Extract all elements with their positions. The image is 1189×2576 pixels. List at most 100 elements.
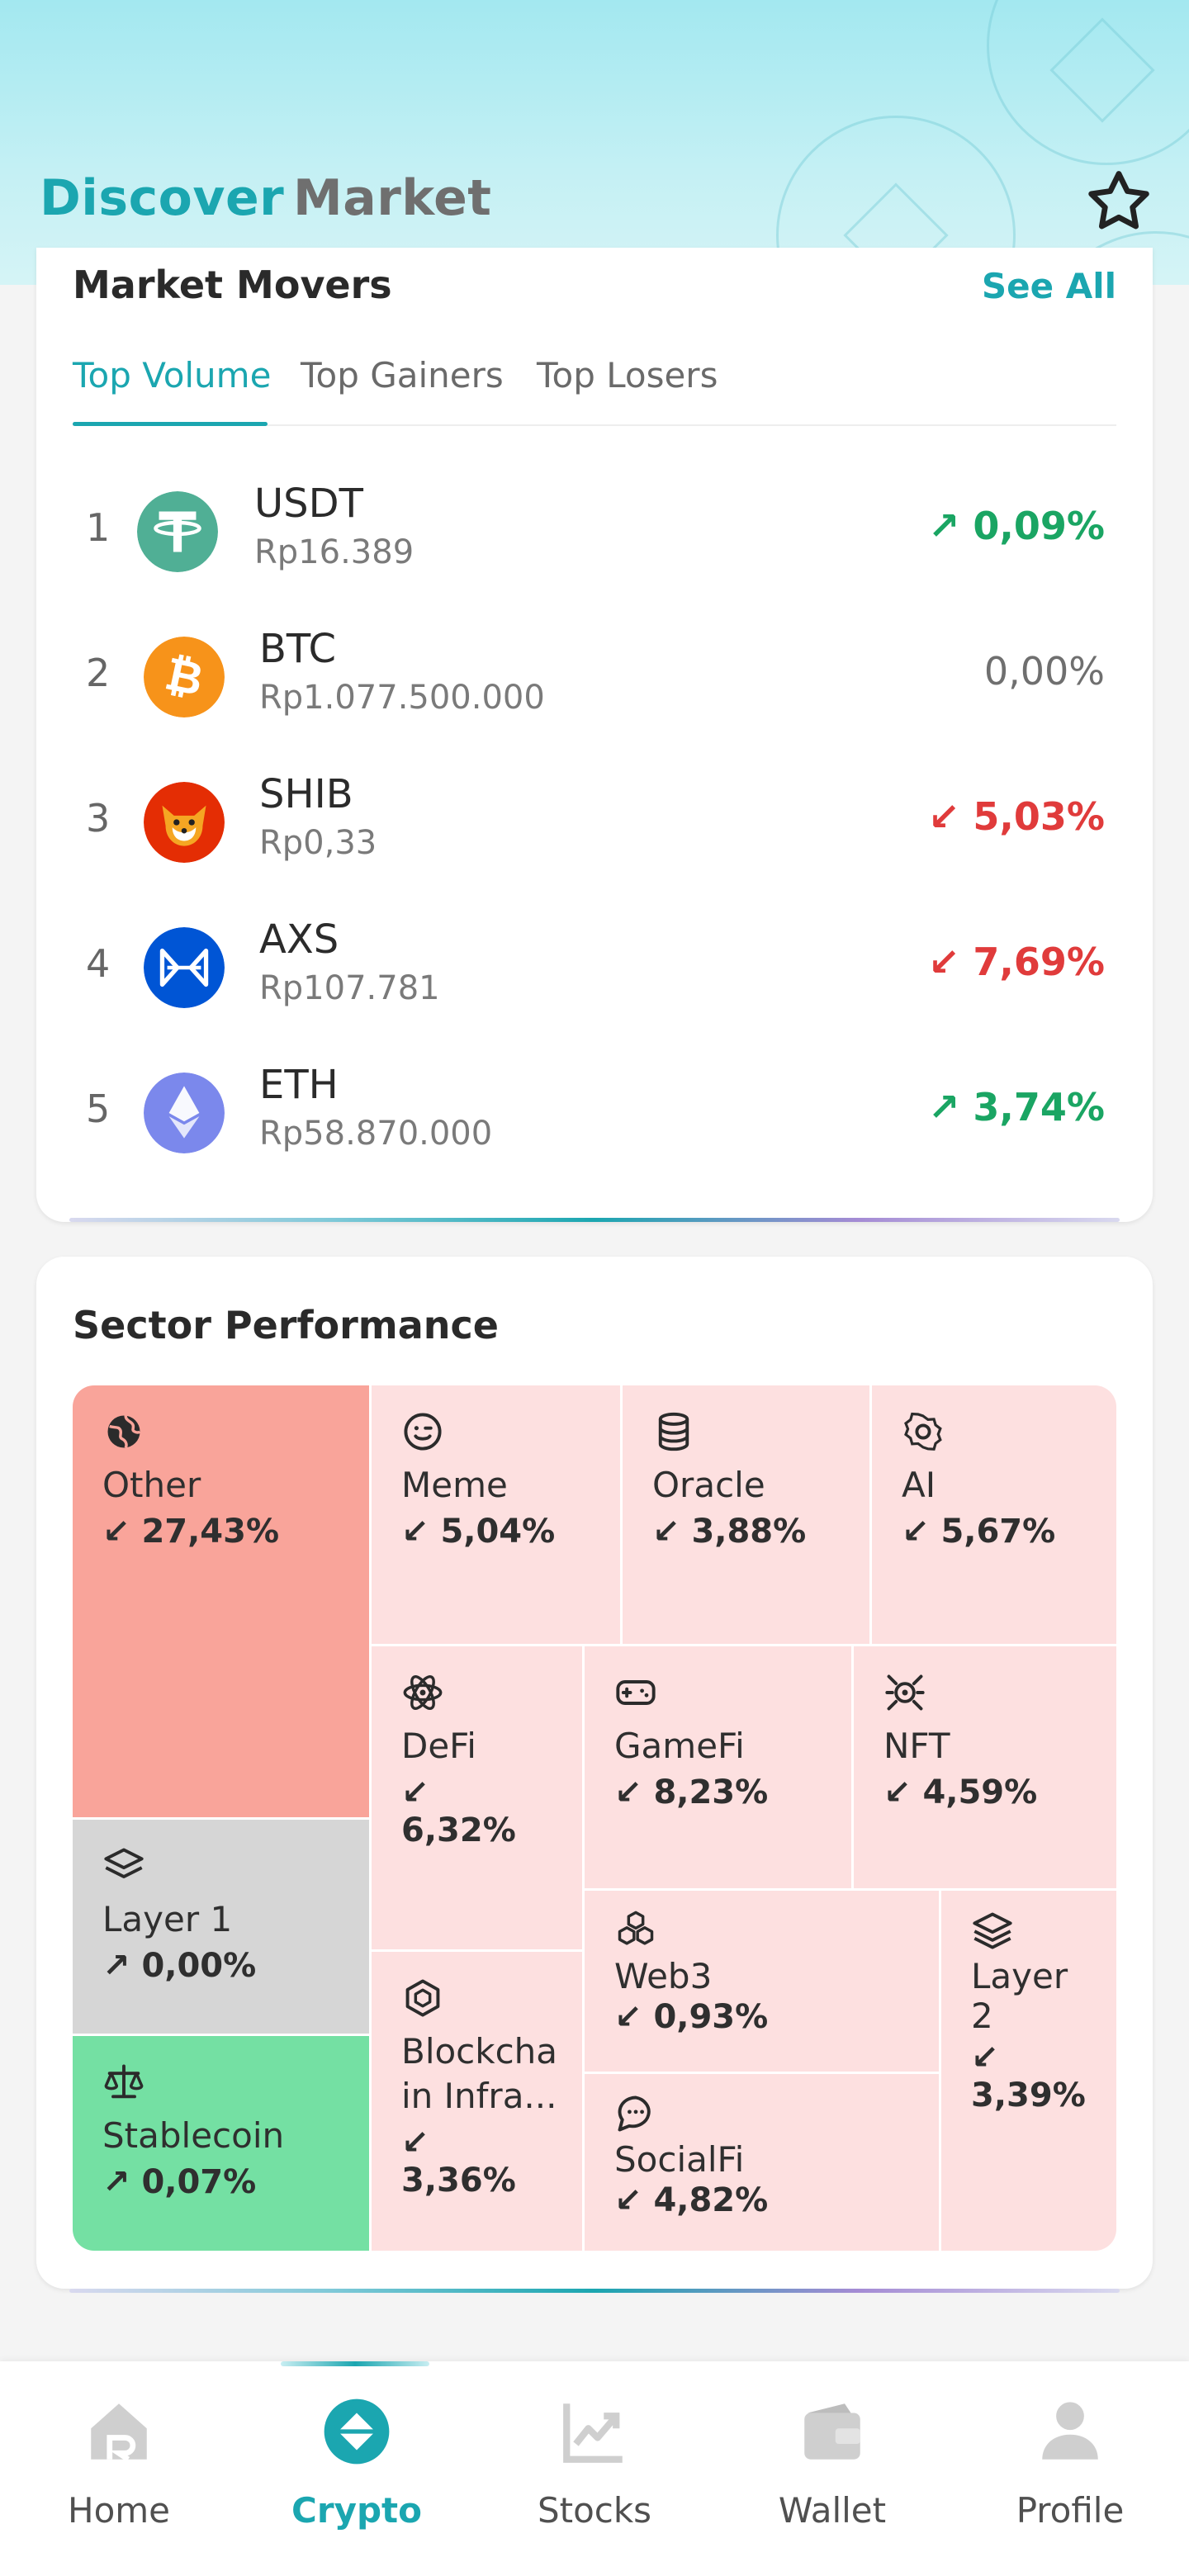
tab-market[interactable]: Market	[293, 169, 492, 227]
layers-icon	[973, 1912, 1012, 1949]
price-change: ↗ 0,09%	[927, 504, 1105, 548]
chat-icon	[618, 2095, 651, 2132]
sector-name: Stablecoin	[102, 2115, 285, 2156]
sector-change: ↗ 0,00%	[102, 1946, 257, 1985]
tab-top-losers[interactable]: Top Losers	[537, 355, 718, 395]
profile-icon	[1042, 2402, 1098, 2460]
rank-number: 2	[86, 651, 111, 695]
axs-icon	[144, 927, 225, 1008]
atom-icon	[403, 1675, 443, 1710]
sector-change: ↙ 8,23%	[614, 1773, 769, 1811]
sector-tile-layer-1[interactable]: Layer 1 ↗ 0,00%	[73, 1820, 372, 2036]
nav-item-home[interactable]: Home	[36, 2394, 201, 2531]
mover-row-axs[interactable]: 4 AXS Rp107.781 ↙ 7,69%	[36, 898, 1153, 1044]
sector-tile-meme[interactable]: Meme ↙ 5,04%	[372, 1385, 623, 1646]
bottom-navigation: Home Crypto Stocks Wallet Profile	[0, 2361, 1189, 2576]
rank-number: 3	[86, 796, 111, 841]
sector-tile-oracle[interactable]: Oracle ↙ 3,88%	[623, 1385, 872, 1646]
sector-tile-gamefi[interactable]: GameFi ↙ 8,23%	[585, 1646, 854, 1891]
sector-name: Web3	[614, 1956, 713, 1996]
sector-tile-nft[interactable]: NFT ↙ 4,59%	[854, 1646, 1116, 1891]
sector-name: Other	[102, 1465, 201, 1505]
tab-top-volume[interactable]: Top Volume	[73, 355, 272, 395]
sector-change: ↙ 6,32%	[401, 1773, 516, 1849]
coin-symbol: ETH	[259, 1062, 339, 1108]
coin-price: Rp0,33	[259, 824, 377, 862]
sector-change: ↙ 3,36%	[401, 2123, 516, 2200]
sector-name: Oracle	[652, 1465, 765, 1505]
usdt-icon	[137, 491, 218, 572]
ai-chip-icon	[904, 1412, 942, 1451]
coin-price: Rp58.870.000	[259, 1115, 493, 1153]
nav-label: Home	[67, 2490, 171, 2531]
star-outline-icon[interactable]	[1082, 165, 1156, 239]
globe-icon	[107, 1415, 141, 1449]
stocks-chart-icon	[563, 2403, 623, 2463]
market-movers-card: Market Movers See All Top Volume Top Gai…	[36, 248, 1153, 1222]
wallet-icon	[804, 2403, 860, 2460]
nav-label: Crypto	[291, 2490, 422, 2531]
layers-icon	[104, 1848, 144, 1878]
sector-tile-defi[interactable]: DeFi ↙ 6,32%	[372, 1646, 585, 1952]
nav-label: Stocks	[537, 2490, 652, 2531]
sector-name: AI	[902, 1465, 936, 1505]
nav-item-profile[interactable]: Profile	[988, 2394, 1153, 2531]
nav-item-stocks[interactable]: Stocks	[512, 2394, 677, 2531]
sector-change: ↙ 3,88%	[652, 1512, 807, 1551]
section-title: Market Movers	[73, 263, 392, 307]
mover-row-shib[interactable]: 3 SHIB Rp0,33 ↙ 5,03%	[36, 753, 1153, 898]
sector-tile-socialfi[interactable]: SocialFi ↙ 4,82%	[585, 2074, 941, 2251]
mover-row-btc[interactable]: 2 ₿ BTC Rp1.077.500.000 0,00%	[36, 608, 1153, 753]
sector-treemap: Other ↙ 27,43% Meme ↙ 5,04% Oracle ↙ 3,8…	[73, 1385, 1116, 2251]
coin-symbol: BTC	[259, 626, 336, 672]
cube-icon	[405, 1979, 440, 2017]
rank-number: 4	[86, 941, 111, 986]
sector-tile-blockchain-infra[interactable]: Blockchain Infra... ↙ 3,36%	[372, 1952, 585, 2251]
coin-symbol: USDT	[254, 481, 363, 527]
coin-symbol: SHIB	[259, 771, 353, 817]
nft-icon	[885, 1674, 925, 1711]
gamepad-icon	[616, 1680, 656, 1705]
home-icon	[91, 2403, 147, 2462]
active-tab-indicator	[73, 422, 268, 426]
eth-icon	[144, 1073, 225, 1153]
smiley-icon	[404, 1413, 442, 1451]
btc-icon: ₿	[144, 637, 225, 717]
sector-tile-ai[interactable]: AI ↙ 5,67%	[872, 1385, 1116, 1646]
nav-item-wallet[interactable]: Wallet	[750, 2394, 915, 2531]
database-icon	[658, 1412, 689, 1451]
coin-symbol: AXS	[259, 916, 339, 963]
coin-price: Rp107.781	[259, 969, 440, 1007]
sector-tile-stablecoin[interactable]: Stablecoin ↗ 0,07%	[73, 2036, 372, 2251]
price-change: ↙ 7,69%	[927, 940, 1105, 984]
see-all-link[interactable]: See All	[981, 266, 1116, 306]
sector-change: ↙ 27,43%	[102, 1512, 280, 1551]
cubes-icon	[618, 1911, 654, 1945]
sector-tile-web3[interactable]: Web3 ↙ 0,93%	[585, 1891, 941, 2074]
sector-name: GameFi	[614, 1726, 745, 1766]
sector-name: DeFi	[401, 1726, 476, 1766]
section-title: Sector Performance	[73, 1303, 499, 1347]
sector-tile-other[interactable]: Other ↙ 27,43%	[73, 1385, 372, 1820]
coin-price: Rp1.077.500.000	[259, 679, 545, 717]
sector-tile-layer-2[interactable]: Layer 2 ↙ 3,39%	[941, 1891, 1116, 2251]
tab-discover[interactable]: Discover	[40, 169, 285, 227]
sector-change: ↙ 3,39%	[971, 2038, 1086, 2114]
price-change: ↙ 5,03%	[927, 794, 1105, 839]
nav-label: Profile	[1016, 2490, 1125, 2531]
sector-performance-card: Sector Performance Other ↙ 27,43% Meme ↙…	[36, 1257, 1153, 2293]
tab-top-gainers[interactable]: Top Gainers	[301, 355, 504, 395]
rank-number: 5	[86, 1087, 111, 1131]
sector-name: SocialFi	[614, 2139, 745, 2180]
sector-change: ↙ 4,59%	[883, 1773, 1038, 1811]
sector-name: Layer 2	[971, 1956, 1068, 2037]
coin-price: Rp16.389	[254, 533, 414, 571]
price-change: 0,00%	[983, 649, 1105, 694]
mover-row-usdt[interactable]: 1 USDT Rp16.389 ↗ 0,09%	[36, 462, 1153, 608]
mover-tabs: Top Volume Top Gainers Top Losers	[73, 355, 1116, 426]
sector-name: Meme	[401, 1465, 508, 1505]
mover-row-eth[interactable]: 5 ETH Rp58.870.000 ↗ 3,74%	[36, 1044, 1153, 1189]
sector-name: Blockchain Infra...	[401, 2031, 558, 2116]
nav-label: Wallet	[778, 2490, 887, 2531]
nav-item-crypto[interactable]: Crypto	[274, 2394, 439, 2531]
